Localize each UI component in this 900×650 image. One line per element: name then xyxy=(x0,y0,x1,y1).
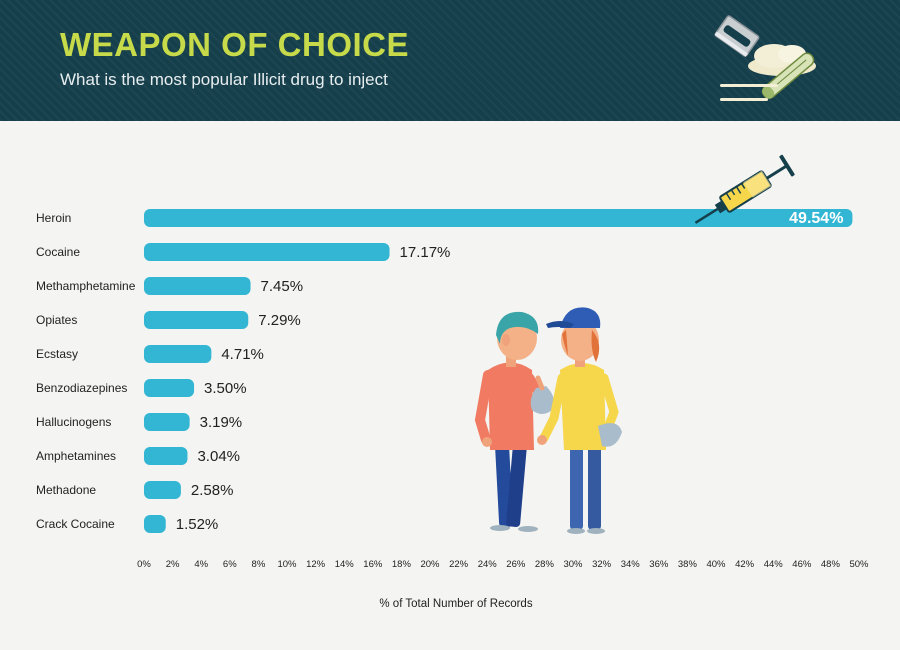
bar xyxy=(144,209,853,227)
category-label: Heroin xyxy=(36,211,71,225)
bar xyxy=(144,277,251,295)
page-subtitle: What is the most popular Illicit drug to… xyxy=(60,70,388,89)
bar xyxy=(144,379,195,397)
x-tick-label: 34% xyxy=(621,559,641,570)
header-illustration xyxy=(714,15,816,101)
x-tick-label: 16% xyxy=(363,559,383,570)
razor-blade-icon xyxy=(714,15,760,57)
value-label: 2.58% xyxy=(191,482,234,499)
bar xyxy=(144,413,190,431)
x-tick-label: 42% xyxy=(735,559,755,570)
people-illustration xyxy=(474,307,622,534)
category-label: Ecstasy xyxy=(36,347,78,361)
value-label: 4.71% xyxy=(221,346,264,363)
value-label: 1.52% xyxy=(176,516,219,533)
x-tick-label: 50% xyxy=(849,559,869,570)
x-tick-label: 20% xyxy=(420,559,440,570)
x-tick-label: 36% xyxy=(649,559,669,570)
x-tick-label: 30% xyxy=(563,559,583,570)
category-label: Methadone xyxy=(36,483,96,497)
value-label: 7.29% xyxy=(258,312,301,329)
bar xyxy=(144,311,249,329)
x-axis-label: % of Total Number of Records xyxy=(379,598,532,610)
header-banner: WEAPON OF CHOICE What is the most popula… xyxy=(0,0,900,121)
category-label: Hallucinogens xyxy=(36,415,111,429)
category-label: Methamphetamine xyxy=(36,279,136,293)
x-tick-label: 38% xyxy=(678,559,698,570)
x-tick-label: 46% xyxy=(792,559,812,570)
x-tick-label: 24% xyxy=(478,559,498,570)
x-tick-label: 44% xyxy=(764,559,784,570)
x-tick-label: 26% xyxy=(506,559,526,570)
category-label: Cocaine xyxy=(36,245,80,259)
bar xyxy=(144,243,390,261)
page-title: WEAPON OF CHOICE xyxy=(60,26,410,63)
value-label: 17.17% xyxy=(400,244,451,261)
x-tick-label: 14% xyxy=(335,559,355,570)
x-tick-label: 32% xyxy=(592,559,612,570)
bar xyxy=(144,481,181,499)
value-label: 3.50% xyxy=(204,380,247,397)
syringe-icon xyxy=(694,154,795,224)
value-label: 7.45% xyxy=(261,278,304,295)
bar-chart: Heroin 49.54% Cocaine 17.17% Methamphetamine… xyxy=(36,209,869,610)
x-tick-label: 12% xyxy=(306,559,326,570)
bar xyxy=(144,515,166,533)
x-tick-label: 2% xyxy=(166,559,180,570)
x-tick-label: 48% xyxy=(821,559,841,570)
x-tick-label: 4% xyxy=(194,559,208,570)
x-tick-label: 8% xyxy=(252,559,266,570)
category-label: Opiates xyxy=(36,313,77,327)
x-tick-label: 22% xyxy=(449,559,469,570)
x-tick-label: 18% xyxy=(392,559,412,570)
value-label: 3.19% xyxy=(200,414,243,431)
category-label: Crack Cocaine xyxy=(36,517,115,531)
bar xyxy=(144,447,188,465)
value-label: 49.54% xyxy=(789,210,843,227)
drug-bag-icon xyxy=(530,375,554,414)
person-right xyxy=(537,307,622,534)
category-label: Benzodiazepines xyxy=(36,381,127,395)
x-tick-label: 40% xyxy=(706,559,726,570)
x-tick-label: 6% xyxy=(223,559,237,570)
x-tick-label: 28% xyxy=(535,559,555,570)
value-label: 3.04% xyxy=(197,448,240,465)
category-label: Amphetamines xyxy=(36,449,116,463)
person-left xyxy=(474,311,545,532)
powder-lines-icon xyxy=(720,84,778,101)
x-tick-label: 10% xyxy=(277,559,297,570)
bar xyxy=(144,345,212,363)
x-tick-label: 0% xyxy=(137,559,151,570)
